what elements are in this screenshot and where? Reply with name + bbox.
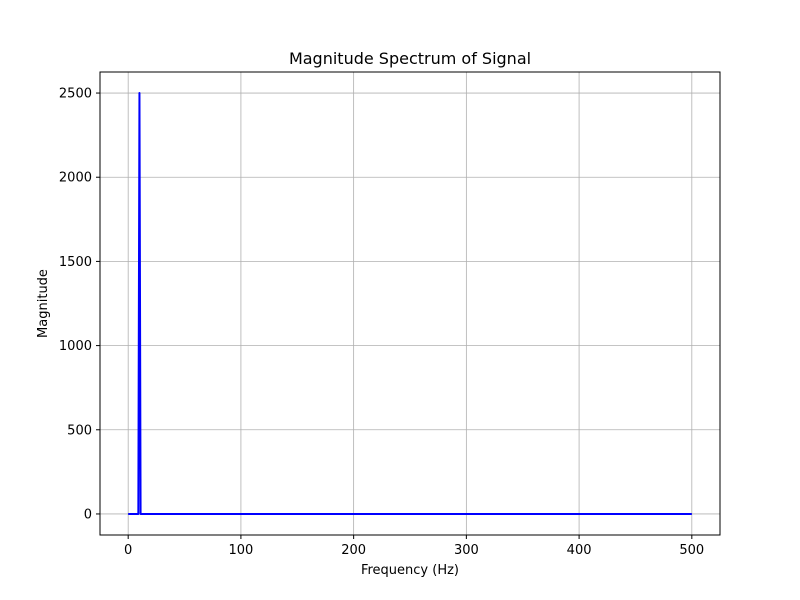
y-axis: 0 500 1000 1500 2000 2500 bbox=[59, 87, 100, 522]
x-axis: 0 100 200 300 400 500 bbox=[124, 535, 704, 558]
x-tick-label: 400 bbox=[567, 543, 592, 558]
plot-frame bbox=[99, 71, 721, 536]
y-axis-label: Magnitude bbox=[36, 269, 51, 338]
x-tick-label: 200 bbox=[341, 543, 366, 558]
x-tick-label: 300 bbox=[454, 543, 479, 558]
chart-title: Magnitude Spectrum of Signal bbox=[289, 49, 531, 68]
y-tick-label: 2000 bbox=[59, 171, 92, 186]
x-tick-label: 500 bbox=[679, 543, 704, 558]
plot-background bbox=[100, 72, 720, 535]
series-line-0 bbox=[128, 92, 692, 515]
x-tick-label: 0 bbox=[124, 543, 132, 558]
y-tick-label: 2500 bbox=[59, 87, 92, 102]
series-layer bbox=[128, 92, 692, 515]
x-axis-label: Frequency (Hz) bbox=[361, 563, 459, 578]
x-tick-label: 100 bbox=[228, 543, 253, 558]
y-tick-label: 1000 bbox=[59, 339, 92, 354]
y-tick-label: 0 bbox=[84, 507, 92, 522]
y-tick-label: 500 bbox=[67, 423, 92, 438]
y-tick-label: 1500 bbox=[59, 255, 92, 270]
